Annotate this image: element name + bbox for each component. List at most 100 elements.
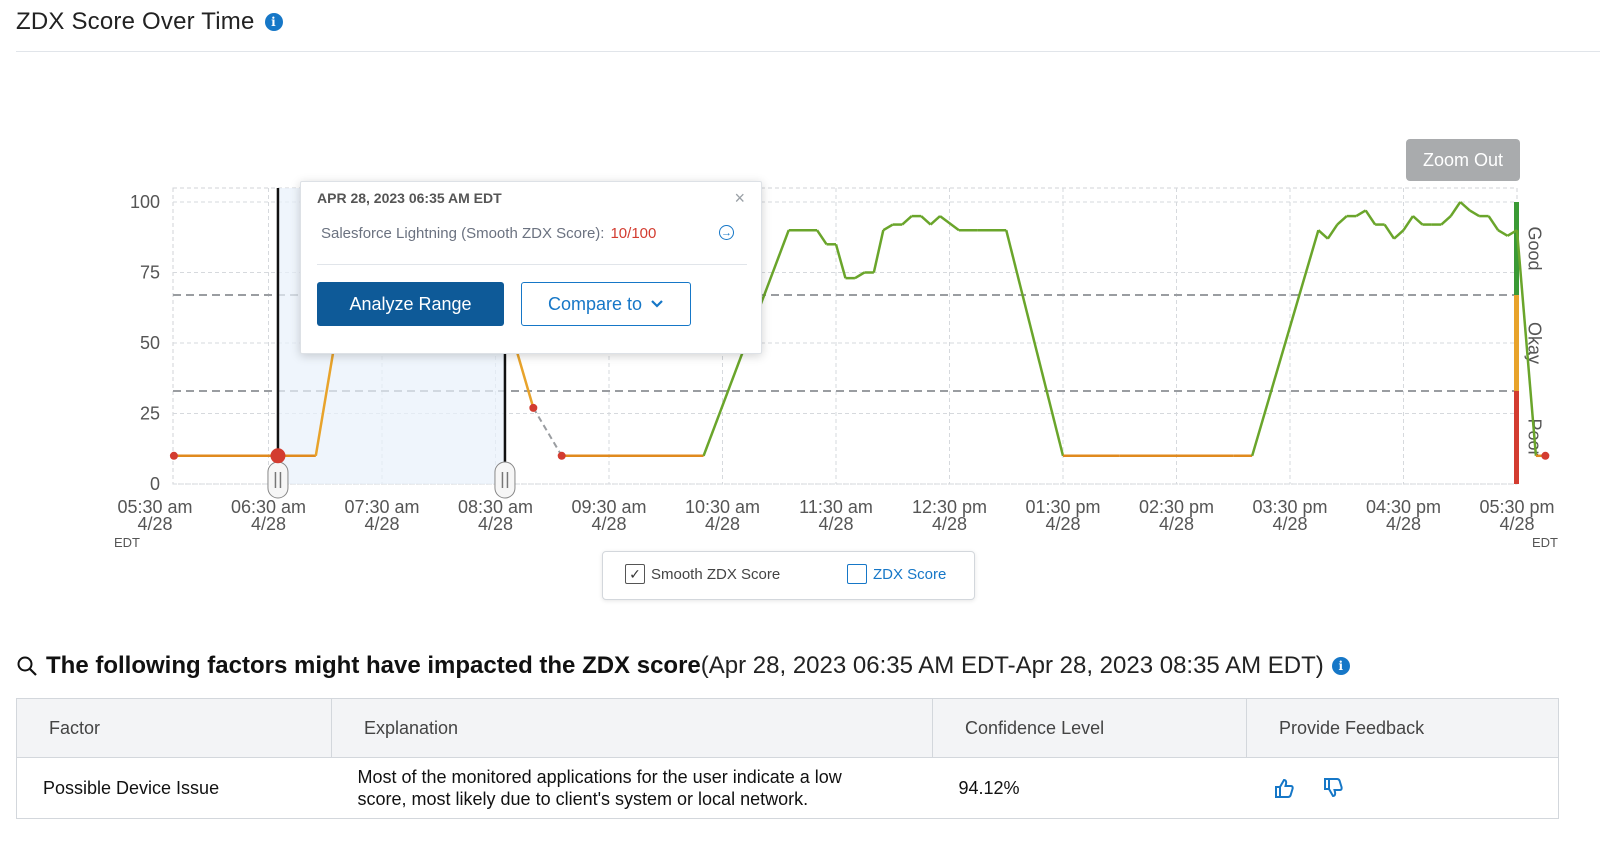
series-segment: [1506, 229, 1518, 237]
info-icon[interactable]: i: [1331, 657, 1350, 675]
series-segment: [1515, 230, 1538, 456]
y-tick-label: 50: [140, 333, 160, 353]
x-tick-date: 4/28: [1386, 514, 1421, 534]
thumbs-down-icon[interactable]: [1322, 777, 1344, 799]
drag-handle-icon[interactable]: [494, 461, 516, 499]
x-tick-date: 4/28: [1272, 514, 1307, 534]
series-segment: [1317, 229, 1329, 240]
compare-to-button[interactable]: Compare to: [521, 282, 691, 326]
x-tick-date: 4/28: [818, 514, 853, 534]
series-segment: [1402, 215, 1414, 231]
drag-handle-icon[interactable]: [267, 461, 289, 499]
feedback-cell: [1246, 757, 1559, 819]
series-segment: [532, 407, 563, 457]
y-tick-label: 25: [140, 404, 160, 424]
y-tick-label: 0: [150, 474, 160, 494]
table-row: Possible Device Issue Most of the monito…: [16, 757, 1559, 819]
x-tick-time: 05:30 am: [117, 497, 192, 517]
series-segment: [1355, 209, 1367, 218]
selected-point: [270, 448, 286, 464]
search-icon: [17, 656, 37, 676]
data-point: [169, 451, 178, 460]
series-segment: [1487, 215, 1500, 231]
score-band-bar: [1514, 202, 1519, 296]
series-segment: [939, 215, 960, 232]
factors-table: Factor Explanation Confidence Level Prov…: [16, 698, 1559, 819]
series-segment: [882, 223, 894, 232]
data-point: [557, 451, 566, 460]
x-tick-date: 4/28: [1159, 514, 1194, 534]
explanation-line-1: Most of the monitored applications for t…: [357, 767, 842, 787]
x-tick-time: 10:30 am: [685, 497, 760, 517]
series-segment: [1440, 215, 1452, 226]
score-band-label: Okay: [1524, 322, 1544, 364]
y-tick-label: 75: [140, 263, 160, 283]
x-tick-date: 4/28: [591, 514, 626, 534]
info-icon[interactable]: i: [264, 13, 283, 31]
confidence-cell: 94.12%: [932, 757, 1247, 819]
series-segment: [929, 215, 941, 226]
score-band-label: Good: [1524, 227, 1544, 271]
zoom-out-button[interactable]: Zoom Out: [1406, 139, 1520, 181]
x-tick-time: 12:30 pm: [912, 497, 987, 517]
checkbox-checked-icon[interactable]: ✓: [625, 564, 645, 584]
header-divider: [16, 51, 1600, 52]
series-segment: [1005, 229, 1065, 457]
x-tick-date: 4/28: [137, 514, 172, 534]
popup-date: APR 28, 2023 06:35 AM EDT: [317, 190, 502, 206]
series-segment: [1326, 223, 1339, 240]
x-tick-date: 4/28: [1045, 514, 1080, 534]
column-header-confidence: Confidence Level: [932, 698, 1247, 758]
y-tick-label: 100: [130, 192, 160, 212]
series-segment: [920, 215, 932, 226]
x-tick-date: 4/28: [932, 514, 967, 534]
table-header-row: Factor Explanation Confidence Level Prov…: [16, 698, 1559, 758]
x-tick-time: 04:30 pm: [1366, 497, 1441, 517]
chevron-down-icon: [651, 300, 663, 308]
legend-smooth-zdx[interactable]: ✓ Smooth ZDX Score: [625, 564, 780, 584]
popup-metric-label: Salesforce Lightning (Smooth ZDX Score):: [321, 225, 605, 242]
series-segment: [1383, 223, 1396, 240]
legend-smooth-label: Smooth ZDX Score: [651, 565, 781, 583]
x-tick-time: 11:30 am: [799, 497, 873, 517]
series-segment: [854, 271, 866, 280]
factors-heading: The following factors might have impacte…: [16, 652, 1350, 680]
factors-title: The following factors might have impacte…: [46, 652, 701, 679]
series-segment: [314, 342, 336, 457]
column-header-feedback: Provide Feedback: [1246, 698, 1559, 758]
factors-range: (Apr 28, 2023 06:35 AM EDT-Apr 28, 2023 …: [700, 652, 1324, 679]
x-tick-date: 4/28: [364, 514, 399, 534]
x-tick-date: 4/28: [1499, 514, 1534, 534]
x-tick-time: 08:30 am: [458, 497, 533, 517]
x-tick-time: 09:30 am: [571, 497, 646, 517]
x-tick-time: 02:30 pm: [1139, 497, 1214, 517]
series-segment: [816, 229, 828, 245]
legend-zdx-score[interactable]: ZDX Score: [847, 564, 946, 584]
series-segment: [1459, 201, 1471, 212]
compare-to-label: Compare to: [547, 293, 643, 314]
series-segment: [1449, 201, 1462, 217]
x-tick-date: 4/28: [478, 514, 513, 534]
x-tick-time: 07:30 am: [344, 497, 419, 517]
checkbox-unchecked-icon[interactable]: [847, 564, 867, 584]
x-tick-time: 03:30 pm: [1252, 497, 1327, 517]
thumbs-up-icon[interactable]: [1273, 777, 1295, 799]
legend-zdx-label: ZDX Score: [873, 565, 947, 583]
series-segment: [1336, 215, 1348, 226]
series-segment: [834, 243, 847, 279]
point-popup: APR 28, 2023 06:35 AM EDT × Salesforce L…: [300, 181, 762, 354]
explanation-cell: Most of the monitored applications for t…: [331, 757, 933, 819]
close-icon[interactable]: ×: [734, 188, 745, 208]
factor-cell: Possible Device Issue: [16, 757, 332, 819]
score-band-bar: [1514, 295, 1519, 391]
chart-legend: ✓ Smooth ZDX Score ZDX Score: [602, 551, 975, 600]
series-segment: [1364, 209, 1377, 226]
x-tick-time: 01:30 pm: [1025, 497, 1100, 517]
popup-divider: [317, 264, 747, 265]
arrow-right-circle-icon[interactable]: →: [719, 225, 734, 240]
analyze-range-button[interactable]: Analyze Range: [317, 282, 504, 326]
series-segment: [1469, 209, 1480, 218]
column-header-explanation: Explanation: [331, 698, 933, 758]
timezone-label-right: EDT: [1532, 535, 1558, 550]
